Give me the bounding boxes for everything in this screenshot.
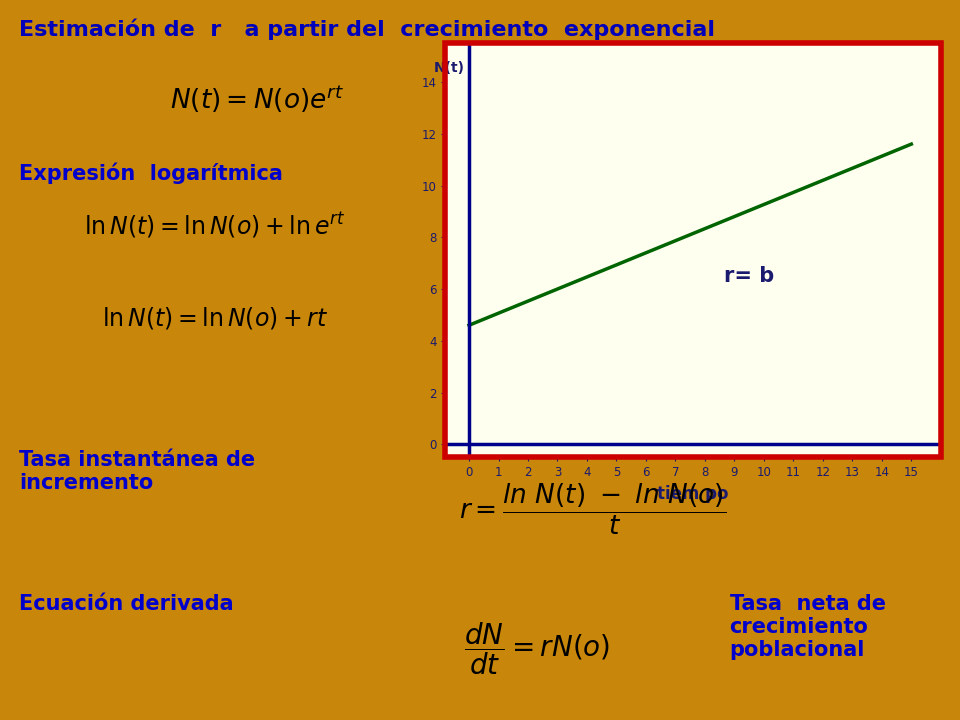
X-axis label: tiem po: tiem po	[658, 485, 729, 503]
Text: $N(t) = N(o)e^{rt}$: $N(t) = N(o)e^{rt}$	[170, 83, 344, 115]
Text: N(t): N(t)	[434, 61, 465, 76]
Text: Ecuación derivada: Ecuación derivada	[19, 594, 234, 614]
Text: Estimación de  r   a partir del  crecimiento  exponencial: Estimación de r a partir del crecimiento…	[19, 18, 715, 40]
Text: $\dfrac{dN}{dt} = rN(o)$: $\dfrac{dN}{dt} = rN(o)$	[465, 621, 611, 677]
Text: $\ln N(t) = \ln N(o) + rt$: $\ln N(t) = \ln N(o) + rt$	[102, 305, 328, 331]
Text: Expresión  logarítmica: Expresión logarítmica	[19, 162, 283, 184]
Text: r= b: r= b	[724, 266, 775, 286]
Text: $r = \dfrac{ln\ N(t)\ -\ ln\ N(o)}{t}$: $r = \dfrac{ln\ N(t)\ -\ ln\ N(o)}{t}$	[459, 482, 727, 537]
Text: Tasa  neta de
crecimiento
poblacional: Tasa neta de crecimiento poblacional	[730, 594, 885, 660]
Text: $\ln N(t) = \ln N(o) + \ln e^{rt}$: $\ln N(t) = \ln N(o) + \ln e^{rt}$	[84, 210, 346, 240]
Text: Tasa instantánea de
incremento: Tasa instantánea de incremento	[19, 450, 255, 493]
Bar	[445, 43, 941, 457]
